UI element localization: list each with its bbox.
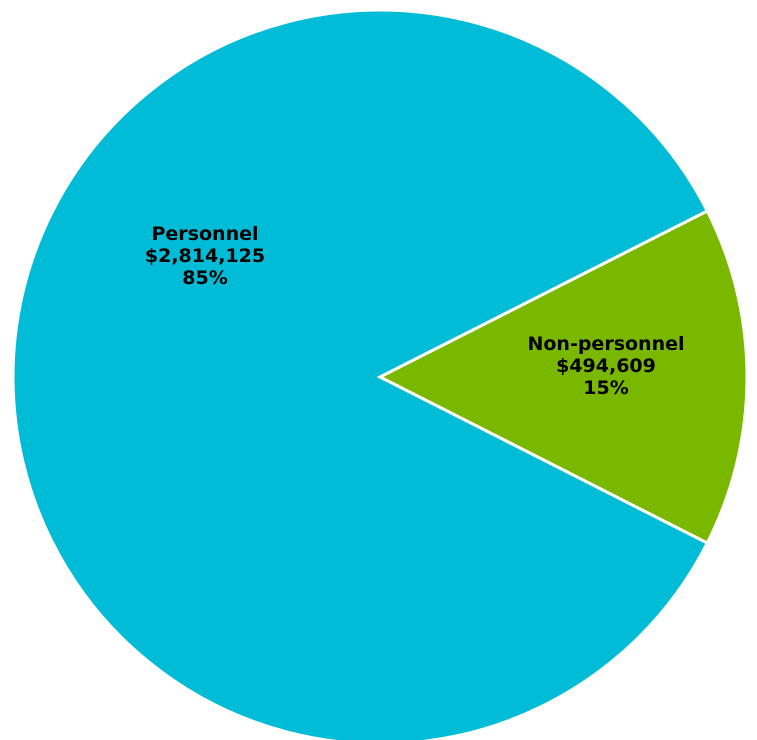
label-personnel-name: Personnel	[152, 223, 259, 245]
label-non-personnel: Non-personnel $494,609 15%	[527, 333, 684, 399]
label-personnel-value: $2,814,125	[145, 245, 265, 267]
label-personnel-percent: 85%	[182, 267, 227, 289]
label-non-personnel-value: $494,609	[556, 355, 656, 377]
label-personnel: Personnel $2,814,125 85%	[145, 223, 265, 289]
label-non-personnel-name: Non-personnel	[527, 333, 684, 355]
label-non-personnel-percent: 15%	[583, 377, 628, 399]
slice-personnel	[11, 8, 710, 740]
slice-non-personnel	[376, 208, 749, 546]
